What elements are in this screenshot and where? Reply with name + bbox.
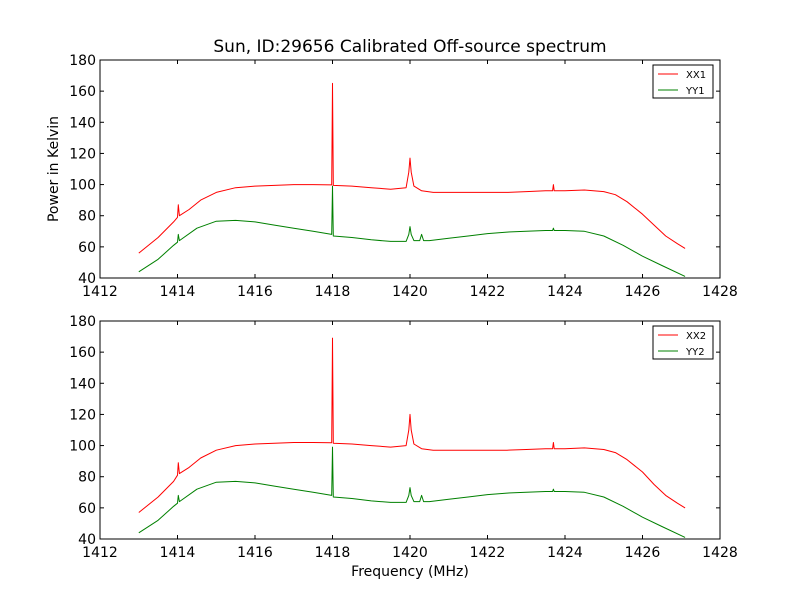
x-tick-label: 1420	[392, 545, 428, 561]
y-tick-label: 140	[69, 115, 96, 131]
x-tick-label: 1426	[625, 545, 661, 561]
y-axis-label: Power in Kelvin	[46, 116, 62, 222]
x-tick-label: 1424	[547, 284, 583, 300]
x-tick-label: 1418	[315, 284, 351, 300]
x-tick-label: 1424	[547, 545, 583, 561]
legend-label: YY2	[685, 347, 705, 358]
y-tick-label: 160	[69, 345, 96, 361]
y-tick-label: 140	[69, 376, 96, 392]
x-tick-label: 1418	[315, 545, 351, 561]
x-axis-label: Frequency (MHz)	[351, 564, 469, 580]
legend-label: XX1	[686, 70, 706, 81]
y-tick-label: 40	[78, 271, 96, 287]
series-line-yy1	[138, 185, 686, 277]
legend-label: XX2	[686, 331, 706, 342]
x-tick-label: 1414	[160, 284, 196, 300]
panel-2: 1412 1414 1416 1418 1420 1422 1424 1426 1428 40 60…	[69, 314, 738, 561]
y-tick-label: 100	[69, 178, 96, 194]
y-tick-label: 180	[69, 53, 96, 69]
series-line-yy2	[138, 446, 686, 538]
y-tick-label: 120	[69, 146, 96, 162]
x-tick-label: 1412	[82, 545, 118, 561]
y-tick-label: 40	[78, 532, 96, 548]
x-tick-label: 1428	[702, 284, 738, 300]
y-tick-label: 60	[78, 240, 96, 256]
plot-frame	[99, 320, 721, 540]
y-tick-label: 60	[78, 501, 96, 517]
x-tick-label: 1416	[237, 545, 273, 561]
x-tick-label: 1428	[702, 545, 738, 561]
x-tick-label: 1414	[160, 545, 196, 561]
y-tick-label: 160	[69, 84, 96, 100]
y-tick-label: 100	[69, 439, 96, 455]
y-tick-label: 80	[78, 209, 96, 225]
x-tick-label: 1426	[625, 284, 661, 300]
y-tick-label: 120	[69, 407, 96, 423]
legend-box	[652, 325, 714, 360]
chart-title: Sun, ID:29656 Calibrated Off-source spec…	[213, 37, 606, 57]
y-tick-label: 180	[69, 314, 96, 330]
x-tick-label: 1422	[470, 284, 506, 300]
x-tick-label: 1420	[392, 284, 428, 300]
x-tick-label: 1422	[470, 545, 506, 561]
panel-1: 1412 1414 1416 1418 1420 1422 1424 1426 1428 40 60…	[69, 53, 738, 300]
legend-box	[652, 64, 714, 99]
series-line-xx2	[138, 337, 686, 513]
x-tick-label: 1412	[82, 284, 118, 300]
panels: 1412 1414 1416 1418 1420 1422 1424 1426 1428 40 60…	[69, 53, 738, 561]
plot-frame	[99, 59, 721, 279]
series-line-xx1	[138, 82, 686, 254]
y-tick-label: 80	[78, 470, 96, 486]
legend-label: YY1	[685, 86, 705, 97]
x-tick-label: 1416	[237, 284, 273, 300]
